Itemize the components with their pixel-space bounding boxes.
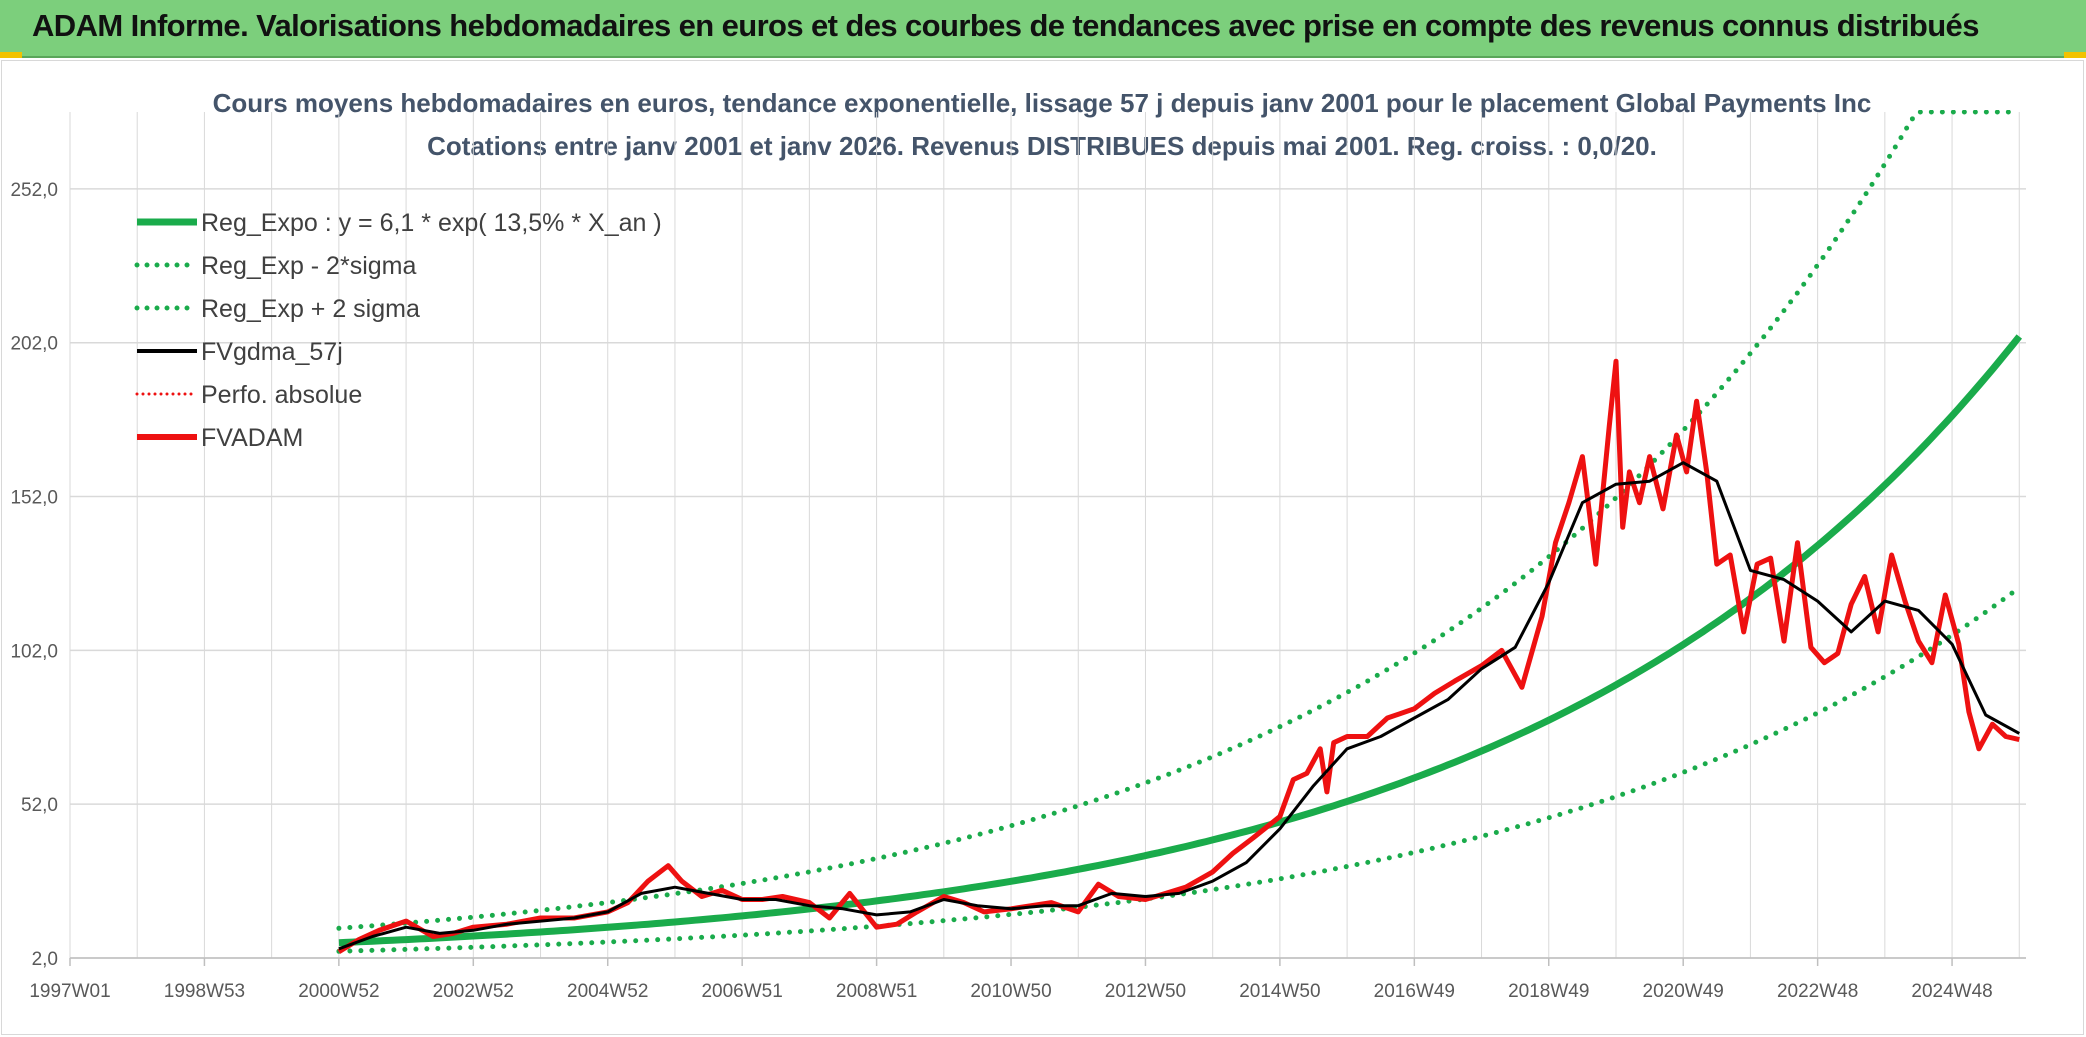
- grid: [69, 112, 2026, 959]
- x-tick-label: 2004W52: [567, 981, 648, 1002]
- y-tick-label: 252,0: [10, 180, 58, 201]
- legend-label-fvadam: FVADAM: [201, 424, 303, 452]
- x-tick-label: 2008W51: [836, 981, 917, 1002]
- corner-mark-right: [2064, 52, 2086, 58]
- corner-mark-left: [0, 52, 22, 58]
- y-tick-label: 202,0: [10, 334, 58, 355]
- y-tick-label: 52,0: [21, 795, 58, 816]
- axes: 2,0 52,0 102,0 152,0 202,0 252,0 1997W01 1998W5…: [10, 180, 2026, 1002]
- fvgdma-line: [338, 461, 2021, 951]
- legend-label-reg_expo: Reg_Expo : y = 6,1 * exp( 13,5% * X_an ): [201, 209, 662, 237]
- legend: Reg_Expo : y = 6,1 * exp( 13,5% * X_an )…: [134, 209, 662, 452]
- x-tick-label: 2006W51: [701, 981, 782, 1002]
- x-tick-label: 2010W50: [970, 981, 1051, 1002]
- y-tick-label: 2,0: [32, 949, 58, 970]
- chart-title-line2: Cotations entre janv 2001 et janv 2026. …: [427, 131, 1657, 161]
- x-tick-label: 2018W49: [1508, 981, 1589, 1002]
- fvadam-line: [337, 358, 2020, 954]
- chart-title-line1: Cours moyens hebdomadaires en euros, ten…: [213, 88, 1872, 118]
- x-tick-label: 2012W50: [1105, 981, 1186, 1002]
- legend-label-reg_minus: Reg_Exp - 2*sigma: [201, 252, 416, 280]
- y-tick-label: 152,0: [10, 488, 58, 509]
- x-tick-label: 2000W52: [298, 981, 379, 1002]
- x-tick-label: 1997W01: [29, 981, 110, 1002]
- header-bar: ADAM Informe. Valorisations hebdomadaire…: [0, 0, 2086, 58]
- x-tick-label: 2014W50: [1239, 981, 1320, 1002]
- x-tick-label: 2020W49: [1643, 981, 1724, 1002]
- header-title: ADAM Informe. Valorisations hebdomadaire…: [32, 8, 1979, 43]
- reg-plus-line: [336, 110, 2022, 931]
- y-tick-label: 102,0: [10, 641, 58, 662]
- x-tick-label: 2022W48: [1777, 981, 1858, 1002]
- reg-expo-line: [338, 334, 2023, 947]
- legend-label-fvgdma: FVgdma_57j: [201, 338, 343, 366]
- x-tick-label: 2002W52: [433, 981, 514, 1002]
- legend-label-perfo: Perfo. absolue: [201, 381, 362, 409]
- x-tick-label: 2016W49: [1374, 981, 1455, 1002]
- x-tick-label: 2024W48: [1911, 981, 1992, 1002]
- x-tick-label: 1998W53: [164, 981, 245, 1002]
- legend-label-reg_plus: Reg_Exp + 2 sigma: [201, 295, 420, 323]
- chart-frame: [1, 60, 2084, 1035]
- series: [336, 110, 2023, 954]
